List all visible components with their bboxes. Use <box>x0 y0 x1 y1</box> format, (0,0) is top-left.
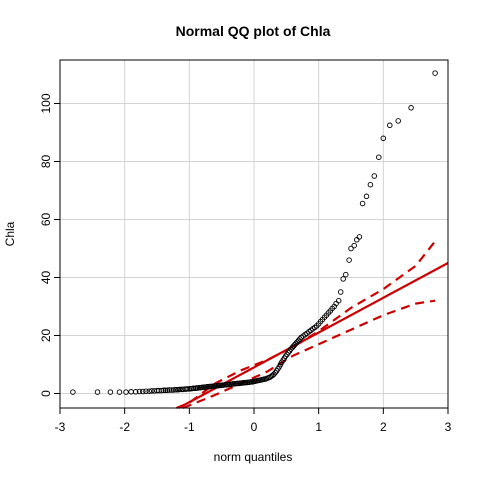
data-point <box>173 386 180 393</box>
data-point <box>162 387 169 394</box>
data-point <box>351 242 357 249</box>
x-axis: -3 -2 -1 0 1 2 3 <box>55 408 452 434</box>
x-tick-label: -1 <box>184 420 195 434</box>
data-point <box>170 387 176 393</box>
upper-confidence-band <box>175 240 436 410</box>
data-point <box>143 388 149 394</box>
data-point <box>146 388 152 394</box>
data-point <box>149 388 155 394</box>
data-point <box>337 289 344 295</box>
lower-confidence-band <box>182 299 436 410</box>
data-point <box>376 154 382 160</box>
y-tick-label: 20 <box>39 329 53 343</box>
data-point <box>176 386 183 393</box>
data-point <box>380 135 387 142</box>
data-point <box>348 245 354 252</box>
data-point <box>123 389 129 395</box>
y-tick-label: 60 <box>39 213 53 227</box>
x-axis-label: norm quantiles <box>214 450 293 464</box>
data-point <box>363 193 370 200</box>
data-point <box>271 371 277 377</box>
data-point <box>387 122 393 129</box>
data-point <box>335 297 342 304</box>
data-point <box>346 257 352 263</box>
data-point <box>158 387 165 394</box>
chart-title: Normal QQ plot of Chla <box>176 23 331 39</box>
data-point <box>160 387 167 394</box>
data-point <box>408 105 414 111</box>
x-tick-label: 0 <box>251 420 258 434</box>
data-point <box>395 118 401 124</box>
y-axis-label: Chla <box>3 221 17 246</box>
data-point <box>116 389 123 395</box>
data-point <box>132 389 139 395</box>
data-point <box>343 271 349 278</box>
data-point <box>166 387 173 393</box>
y-axis: 0 20 40 60 80 100 <box>39 93 60 397</box>
x-tick-label: -3 <box>55 420 66 434</box>
confidence-envelopes <box>175 240 436 410</box>
reference-line <box>178 262 449 409</box>
data-point <box>70 389 76 395</box>
data-point <box>356 234 363 240</box>
data-point <box>354 237 360 243</box>
x-tick-label: 1 <box>315 420 322 434</box>
data-point <box>107 389 114 395</box>
x-tick-label: 2 <box>380 420 387 434</box>
y-tick-label: 100 <box>39 93 53 113</box>
data-point <box>94 389 101 395</box>
y-tick-label: 40 <box>39 271 53 285</box>
data-point <box>359 200 366 207</box>
y-tick-label: 80 <box>39 155 53 169</box>
data-point <box>136 388 143 395</box>
x-tick-label: 3 <box>445 420 452 434</box>
data-point <box>164 387 171 394</box>
data-point <box>367 181 374 188</box>
data-point <box>432 70 438 76</box>
data-points <box>70 70 438 395</box>
x-tick-label: -2 <box>119 420 130 434</box>
grid <box>59 60 449 408</box>
data-point <box>140 388 146 395</box>
data-point <box>168 387 174 393</box>
data-point <box>371 173 378 179</box>
data-point <box>297 336 303 342</box>
y-tick-label: 0 <box>39 390 53 397</box>
data-point <box>340 276 346 282</box>
